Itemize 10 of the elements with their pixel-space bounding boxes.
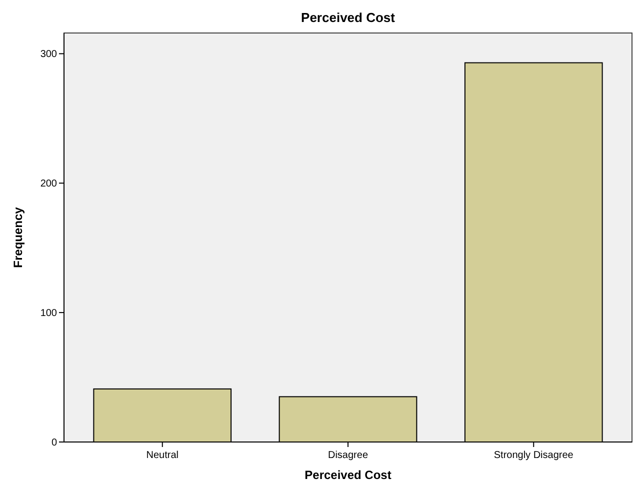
y-tick-label: 100 — [40, 308, 58, 320]
y-tick-label: 200 — [40, 178, 58, 190]
y-axis-title: Frequency — [11, 206, 25, 268]
x-tick-label: Strongly Disagree — [494, 450, 574, 461]
chart-title: Perceived Cost — [301, 10, 396, 25]
y-tick-label: 0 — [51, 438, 58, 448]
y-tick-label: 300 — [40, 49, 58, 60]
x-axis-title: Perceived Cost — [304, 468, 392, 482]
x-tick-label: Neutral — [146, 450, 179, 461]
x-tick-label: Disagree — [328, 450, 368, 461]
